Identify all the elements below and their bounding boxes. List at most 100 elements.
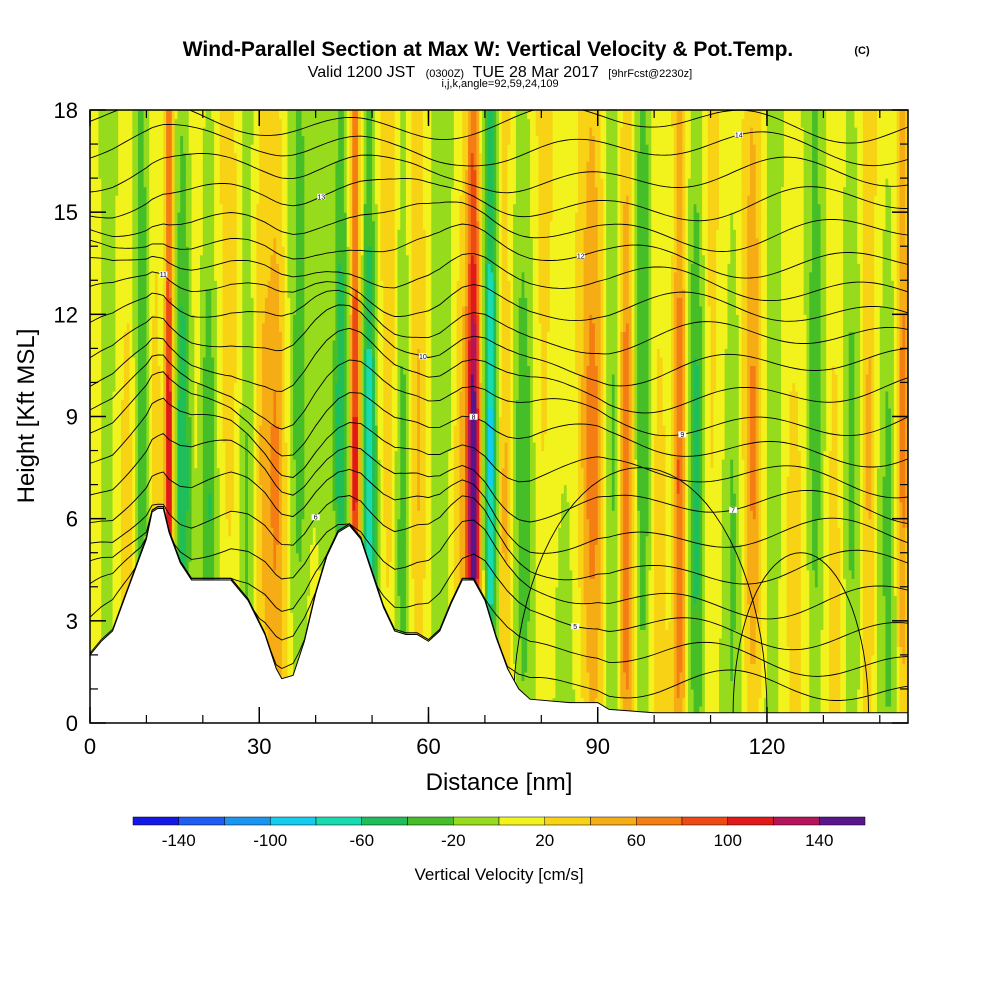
velocity-cell <box>197 501 201 511</box>
velocity-cell <box>126 220 131 230</box>
velocity-cell <box>183 280 187 290</box>
velocity-cell <box>194 476 198 486</box>
velocity-cell <box>208 297 212 307</box>
velocity-cell <box>214 220 218 230</box>
velocity-cell <box>185 331 190 341</box>
velocity-cell <box>109 144 114 154</box>
velocity-cell <box>106 110 111 120</box>
velocity-cell <box>183 322 187 332</box>
velocity-cell <box>92 561 97 571</box>
velocity-cell <box>146 407 150 418</box>
velocity-cell <box>109 339 114 349</box>
velocity-cell <box>208 433 212 443</box>
velocity-cell <box>194 416 198 426</box>
velocity-cell <box>106 416 111 426</box>
velocity-cell <box>126 348 131 358</box>
velocity-cell <box>143 416 148 426</box>
velocity-cell <box>180 484 184 494</box>
velocity-cell <box>183 510 187 520</box>
velocity-cell <box>177 527 181 537</box>
velocity-cell <box>123 161 128 171</box>
velocity-cell <box>146 450 150 460</box>
velocity-cell <box>132 220 136 230</box>
velocity-cell <box>137 186 142 196</box>
velocity-cell <box>140 305 145 315</box>
velocity-cell <box>177 484 181 494</box>
velocity-cell <box>214 135 218 145</box>
velocity-cell <box>177 314 181 324</box>
velocity-cell <box>168 314 173 324</box>
velocity-cell <box>174 144 179 154</box>
velocity-cell <box>104 186 108 196</box>
velocity-cell <box>171 348 176 358</box>
velocity-cell <box>197 535 201 545</box>
velocity-cell <box>154 467 159 477</box>
velocity-cell <box>95 552 100 562</box>
velocity-cell <box>98 152 102 162</box>
velocity-cell <box>166 271 170 281</box>
velocity-cell <box>140 322 145 332</box>
velocity-cell <box>115 510 119 520</box>
velocity-cell <box>163 229 167 239</box>
velocity-cell <box>197 382 201 392</box>
velocity-cell <box>92 637 97 647</box>
velocity-cell <box>171 246 176 256</box>
velocity-cell <box>174 246 179 256</box>
velocity-cell <box>177 288 181 298</box>
velocity-cell <box>208 365 212 375</box>
velocity-cell <box>214 493 218 503</box>
velocity-cell <box>200 229 204 239</box>
velocity-cell <box>211 144 215 154</box>
velocity-cell <box>154 501 159 511</box>
velocity-cell <box>104 544 108 554</box>
velocity-cell <box>123 339 128 349</box>
velocity-cell <box>118 118 122 128</box>
velocity-cell <box>109 620 114 630</box>
velocity-cell <box>202 561 207 571</box>
velocity-cell <box>185 425 190 435</box>
velocity-cell <box>183 390 187 401</box>
velocity-cell <box>123 127 128 137</box>
velocity-cell <box>180 373 184 384</box>
velocity-cell <box>171 280 176 290</box>
velocity-cell <box>90 118 94 128</box>
velocity-cell <box>104 484 108 494</box>
velocity-cell <box>185 314 190 324</box>
velocity-cell <box>152 178 156 188</box>
velocity-cell <box>202 297 207 307</box>
velocity-cell <box>171 186 176 196</box>
velocity-cell <box>214 271 218 281</box>
velocity-cell <box>92 407 97 418</box>
velocity-cell <box>104 510 108 520</box>
velocity-cell <box>157 135 162 145</box>
velocity-cell <box>157 501 162 511</box>
velocity-cell <box>177 493 181 503</box>
velocity-cell <box>132 229 136 239</box>
velocity-cell <box>92 331 97 341</box>
velocity-cell <box>121 144 125 154</box>
velocity-cell <box>152 186 156 196</box>
velocity-cell <box>135 476 139 486</box>
velocity-cell <box>202 237 207 247</box>
velocity-cell <box>211 484 215 494</box>
velocity-cell <box>200 195 204 205</box>
velocity-cell <box>135 237 139 247</box>
velocity-cell <box>171 144 176 154</box>
velocity-cell <box>126 110 131 120</box>
velocity-cell <box>205 467 210 477</box>
velocity-cell <box>104 603 108 613</box>
velocity-cell <box>101 135 105 145</box>
velocity-cell <box>183 297 187 307</box>
velocity-cell <box>104 271 108 281</box>
velocity-cell <box>146 110 150 120</box>
velocity-cell <box>216 544 221 554</box>
velocity-cell <box>109 212 114 222</box>
velocity-cell <box>163 331 167 341</box>
velocity-cell <box>149 246 153 256</box>
velocity-cell <box>137 229 142 239</box>
velocity-cell <box>174 237 179 247</box>
velocity-cell <box>214 510 218 520</box>
velocity-cell <box>109 246 114 256</box>
velocity-cell <box>121 237 125 247</box>
velocity-cell <box>109 569 114 579</box>
